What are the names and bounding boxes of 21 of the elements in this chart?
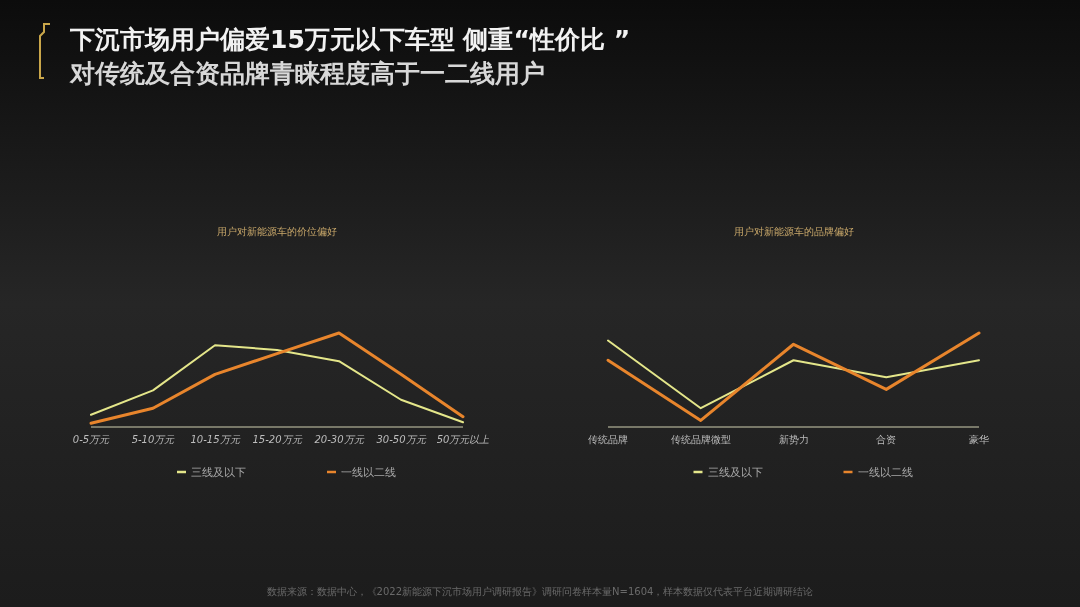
x-tick-label: 豪华 — [969, 434, 989, 445]
legend-label: 一线以二线 — [341, 466, 396, 479]
x-tick-label: 传统品牌 — [588, 434, 628, 445]
source-note: 数据来源：数据中心，《2022新能源下沉市场用户调研报告》调研问卷样本量N=1604，样本数据仅代表平台近期调研结论 — [266, 586, 814, 597]
x-tick-label: 新势力 — [778, 434, 809, 445]
x-tick-label: 50万元以上 — [436, 434, 490, 445]
chart-title: 用户对新能源车的价位偏好 — [217, 226, 337, 237]
x-tick-label: 30-50万元 — [376, 434, 427, 445]
x-tick-label: 传统品牌微型 — [670, 434, 731, 445]
x-tick-label: 合资 — [876, 434, 897, 445]
x-tick-label: 20-30万元 — [314, 434, 365, 445]
x-tick-label: 10-15万元 — [190, 434, 241, 445]
text: 对传统及合资品牌青睐程度高于一二线用户 — [69, 59, 545, 88]
x-tick-label: 15-20万元 — [252, 434, 303, 445]
legend-label: 三线及以下 — [191, 466, 246, 479]
legend-label: 一线以二线 — [857, 466, 913, 479]
x-tick-label: 0-5万元 — [72, 434, 111, 445]
chart-title: 用户对新能源车的品牌偏好 — [733, 226, 854, 237]
x-tick-label: 5-10万元 — [131, 434, 176, 445]
text: 下沉市场用户偏爱15万元以下车型 侧重“性价比 ” — [69, 25, 631, 54]
legend-label: 三线及以下 — [707, 466, 763, 479]
